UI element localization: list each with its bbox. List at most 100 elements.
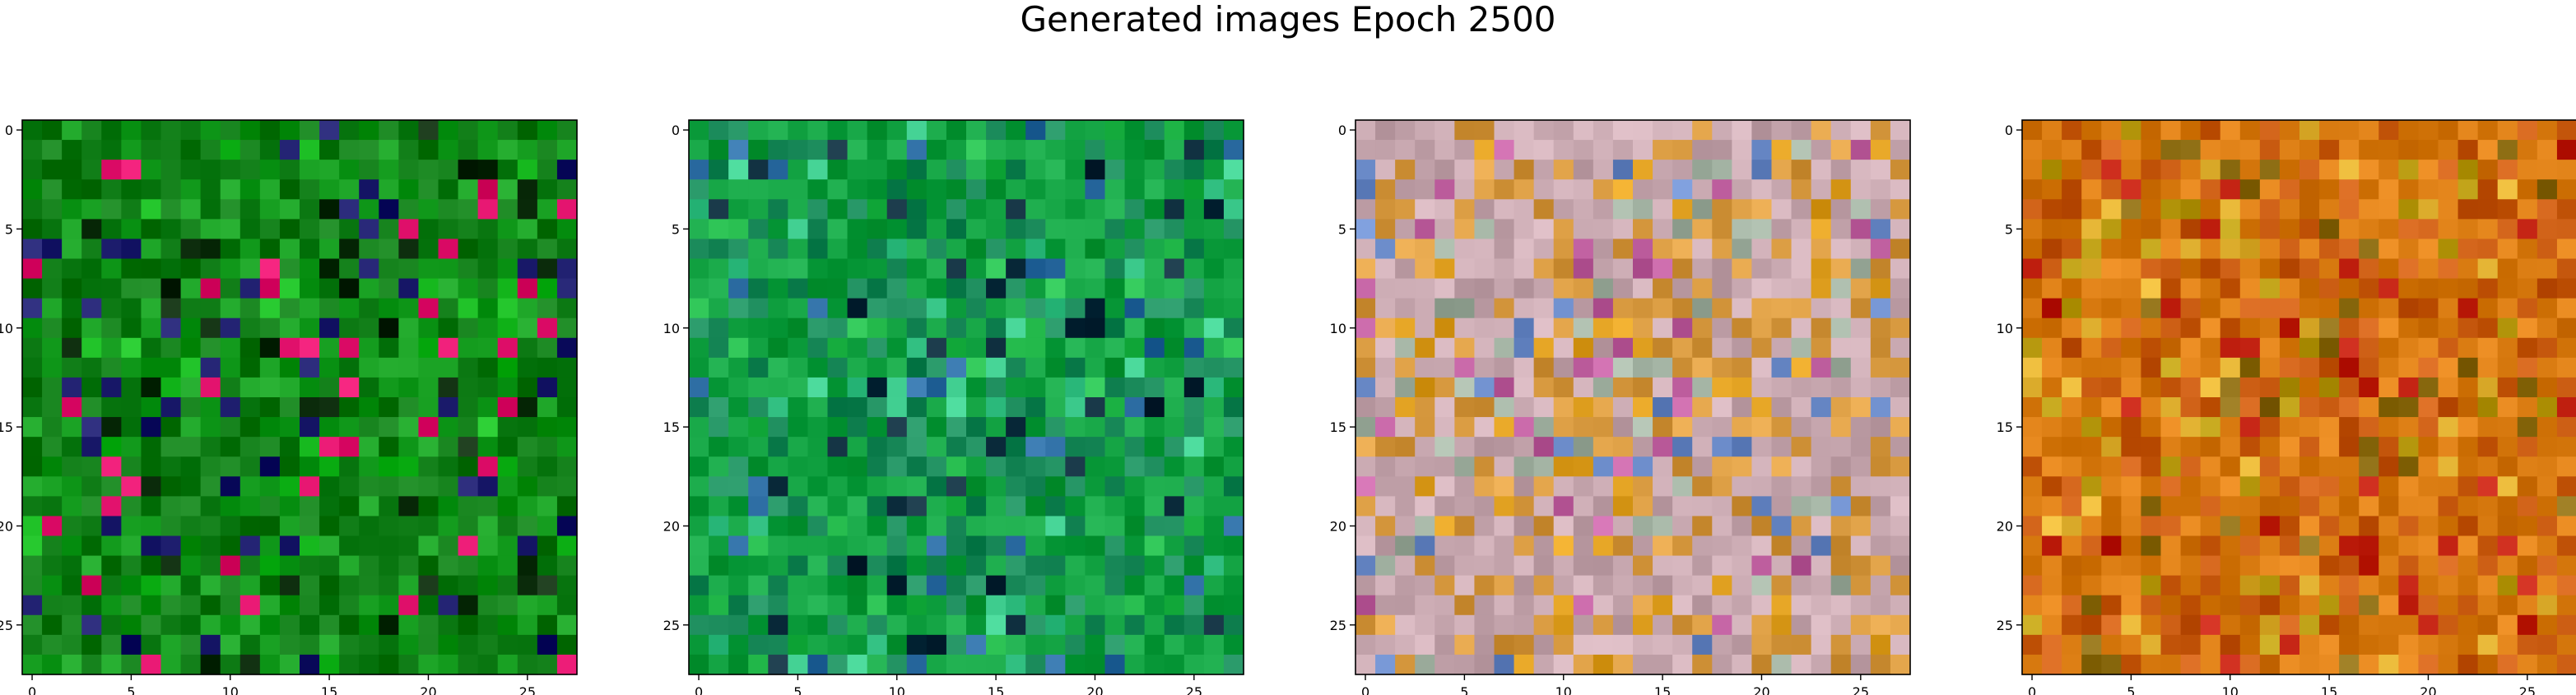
image-pixel: [788, 397, 808, 418]
image-pixel: [1871, 318, 1891, 339]
image-pixel: [22, 318, 43, 339]
image-pixel: [2240, 219, 2261, 239]
image-pixel: [1593, 299, 1614, 319]
image-pixel: [748, 140, 769, 160]
image-pixel: [1125, 378, 1146, 398]
image-pixel: [689, 318, 709, 339]
image-pixel: [1434, 615, 1455, 636]
image-pixel: [2299, 160, 2320, 180]
image-pixel: [2557, 417, 2576, 438]
image-pixel: [1732, 299, 1752, 319]
image-pixel: [498, 318, 518, 339]
image-pixel: [418, 595, 439, 616]
image-pixel: [2042, 179, 2062, 200]
image-pixel: [359, 437, 379, 457]
image-pixel: [359, 199, 379, 220]
image-pixel: [1593, 358, 1614, 378]
image-pixel: [557, 635, 578, 656]
image-pixel: [788, 239, 808, 259]
image-pixel: [42, 219, 63, 239]
image-pixel: [2518, 556, 2538, 577]
image-pixel: [1105, 556, 1126, 577]
image-pixel: [2557, 456, 2576, 477]
image-pixel: [319, 437, 340, 457]
image-pixel: [141, 358, 161, 378]
image-pixel: [1375, 199, 1396, 220]
image-pixel: [2359, 516, 2379, 536]
image-pixel: [2478, 318, 2499, 339]
image-pixel: [1811, 318, 1832, 339]
image-pixel: [1554, 259, 1574, 280]
image-pixel: [81, 476, 102, 497]
image-pixel: [379, 397, 399, 418]
image-pixel: [2161, 556, 2182, 577]
image-pixel: [2260, 437, 2281, 457]
image-pixel: [101, 358, 122, 378]
image-pixel: [2418, 140, 2439, 160]
image-pixel: [2378, 576, 2399, 596]
image-pixel: [418, 179, 439, 200]
image-pixel: [2299, 397, 2320, 418]
image-pixel: [1732, 378, 1752, 398]
image-pixel: [1204, 437, 1225, 457]
image-pixel: [1204, 655, 1225, 675]
image-pixel: [1554, 516, 1574, 536]
image-pixel: [2359, 536, 2379, 557]
image-pixel: [1165, 437, 1185, 457]
image-pixel: [2439, 397, 2459, 418]
image-pixel: [1434, 358, 1455, 378]
image-pixel: [2101, 199, 2122, 220]
image-pixel: [478, 358, 499, 378]
image-pixel: [2141, 378, 2161, 398]
image-pixel: [2359, 299, 2379, 319]
image-pixel: [1851, 299, 1872, 319]
image-pixel: [2339, 279, 2360, 299]
image-pixel: [748, 456, 769, 477]
image-pixel: [339, 437, 360, 457]
image-pixel: [2458, 655, 2479, 675]
image-pixel: [2121, 556, 2141, 577]
image-pixel: [946, 140, 967, 160]
image-pixel: [1375, 120, 1396, 141]
image-pixel: [398, 160, 419, 180]
image-pixel: [2280, 338, 2300, 359]
image-pixel: [161, 179, 182, 200]
image-pixel: [946, 576, 967, 596]
image-pixel: [2299, 299, 2320, 319]
image-pixel: [1653, 595, 1673, 616]
image-pixel: [1105, 615, 1126, 636]
subplot-2: 0 5 10 15 20 250510152025: [663, 120, 1244, 695]
image-pixel: [141, 259, 161, 280]
image-pixel: [2081, 219, 2102, 239]
image-pixel: [1772, 299, 1793, 319]
image-pixel: [1871, 397, 1891, 418]
image-pixel: [81, 299, 102, 319]
image-pixel: [1534, 358, 1555, 378]
image-pixel: [22, 536, 43, 557]
image-pixel: [1415, 199, 1435, 220]
image-pixel: [121, 615, 142, 636]
image-pixel: [1692, 536, 1713, 557]
image-pixel: [201, 318, 221, 339]
image-pixel: [1065, 635, 1086, 656]
image-pixel: [689, 358, 709, 378]
image-pixel: [1025, 397, 1046, 418]
image-pixel: [1574, 615, 1594, 636]
image-pixel: [181, 615, 202, 636]
image-pixel: [42, 635, 63, 656]
image-pixel: [300, 417, 320, 438]
image-pixel: [1851, 456, 1872, 477]
image-pixel: [2161, 496, 2182, 517]
image-pixel: [2319, 576, 2340, 596]
image-pixel: [1732, 358, 1752, 378]
image-pixel: [398, 437, 419, 457]
image-pixel: [2439, 318, 2459, 339]
image-pixel: [1772, 417, 1793, 438]
image-pixel: [201, 279, 221, 299]
image-pixel: [458, 179, 479, 200]
image-pixel: [260, 635, 281, 656]
image-pixel: [927, 239, 947, 259]
image-pixel: [1204, 160, 1225, 180]
image-pixel: [458, 576, 479, 596]
image-pixel: [768, 279, 788, 299]
